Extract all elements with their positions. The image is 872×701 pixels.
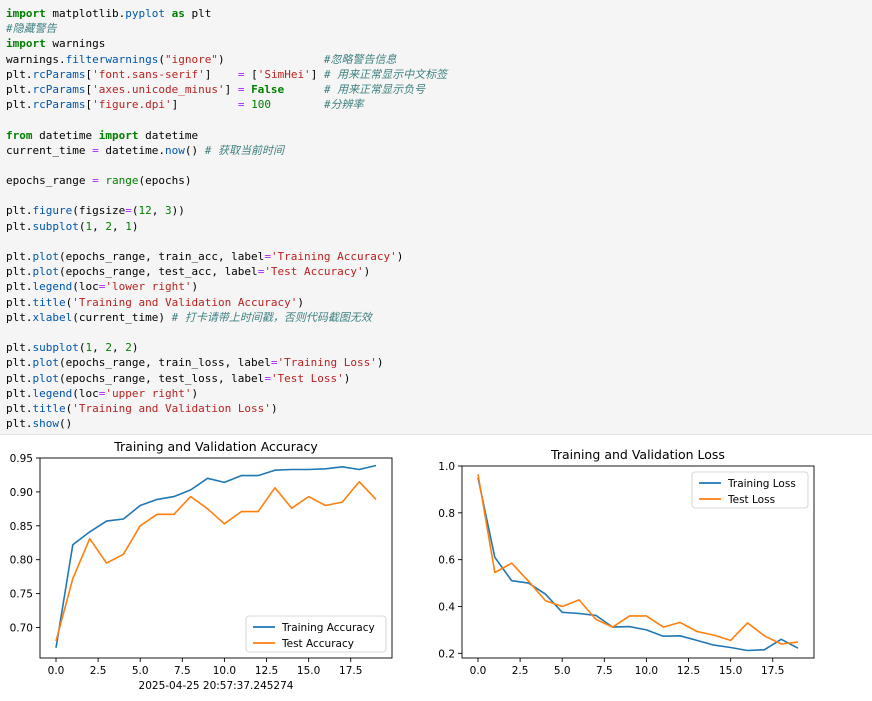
x-tick-label: 17.5 [761, 665, 784, 677]
x-tick-label: 5.0 [554, 665, 571, 677]
x-tick-label: 5.0 [132, 665, 149, 677]
legend-label: Training Loss [727, 478, 796, 490]
code-line: plt.subplot(1, 2, 1) [6, 219, 139, 233]
code-line: warnings.filterwarnings("ignore") #忽略警告信… [6, 52, 397, 66]
x-tick-label: 0.0 [470, 665, 487, 677]
x-tick-label: 0.0 [48, 665, 65, 677]
legend-box [245, 615, 387, 653]
code-line: plt.plot(epochs_range, train_acc, label=… [6, 250, 404, 263]
legend-label: Training Accuracy [281, 622, 375, 634]
code-line: plt.title('Training and Validation Accur… [6, 295, 305, 309]
code-line: plt.rcParams['axes.unicode_minus'] = Fal… [6, 82, 426, 96]
code-line: plt.xlabel(current_time) # 打卡请带上时间戳，否则代码… [6, 310, 372, 324]
y-tick-label: 0.80 [10, 555, 33, 567]
code-line: plt.title('Training and Validation Loss'… [6, 401, 278, 415]
chart-title: Training and Validation Accuracy [113, 439, 318, 454]
axes-frame [461, 465, 815, 659]
figure-output: Training and Validation Accuracy 0.0 2.5 5.… [0, 436, 872, 697]
y-tick-label: 0.2 [438, 648, 455, 660]
y-tick-label: 0.75 [10, 589, 33, 601]
x-tick-label: 10.0 [635, 665, 658, 677]
series-line-test-loss [477, 474, 799, 645]
code-line: plt.legend(loc='upper right') [6, 386, 199, 400]
x-tick-label: 7.5 [596, 665, 613, 677]
x-axis-label: 2025-04-25 20:57:37.245274 [139, 680, 294, 692]
code-line: ​ [6, 234, 872, 249]
code-line: plt.plot(epochs_range, test_loss, label=… [6, 371, 351, 385]
code-line: plt.rcParams['font.sans-serif'] = ['SimH… [6, 67, 448, 81]
x-tick-label: 12.5 [677, 665, 700, 677]
y-tick-label: 0.95 [10, 453, 33, 465]
code-line: #隐藏警告 [6, 22, 57, 36]
code-line: plt.show() [6, 417, 73, 431]
code-line: import matplotlib.pyplot as plt [6, 7, 212, 20]
code-line: ​ [6, 158, 872, 173]
y-tick-label: 1.0 [438, 461, 455, 473]
axes-frame [39, 457, 393, 659]
code-line: plt.plot(epochs_range, train_loss, label… [6, 356, 384, 370]
x-tick-label: 10.0 [213, 665, 236, 677]
x-tick-label: 17.5 [339, 665, 362, 677]
code-line: import warnings [6, 37, 106, 51]
series-line-test-accuracy [55, 480, 377, 642]
y-tick-label: 0.85 [10, 521, 33, 533]
code-line: plt.plot(epochs_range, test_acc, label='… [6, 265, 371, 279]
figure-svg: Training and Validation Accuracy 0.0 2.5 5.… [10, 439, 815, 692]
code-line: plt.rcParams['figure.dpi'] = 100 #分辨率 [6, 98, 364, 112]
chart-title: Training and Validation Loss [550, 447, 725, 462]
code-line: epochs_range = range(epochs) [6, 174, 192, 188]
code-line: ​ [6, 188, 872, 203]
code-line: ​ [6, 112, 872, 127]
code-cell[interactable]: import matplotlib.pyplot as plt #隐藏警告 impo… [0, 0, 872, 435]
y-tick-label: 0.8 [438, 508, 455, 520]
code-line: from datetime import datetime [6, 128, 199, 142]
y-tick-label: 0.6 [438, 555, 455, 567]
x-tick-label: 15.0 [297, 665, 320, 677]
x-tick-label: 15.0 [719, 665, 742, 677]
legend-label: Test Accuracy [281, 638, 354, 650]
series-line-training-accuracy [55, 464, 377, 648]
x-tick-label: 2.5 [512, 665, 529, 677]
code-line: ​ [6, 325, 872, 340]
code-line: current_time = datetime.now() # 获取当前时间 [6, 143, 284, 157]
x-tick-label: 7.5 [174, 665, 191, 677]
y-tick-label: 0.4 [438, 601, 455, 613]
y-tick-label: 0.90 [10, 487, 33, 499]
y-tick-label: 0.70 [10, 622, 33, 634]
code-line: plt.subplot(1, 2, 2) [6, 341, 139, 355]
x-tick-label: 12.5 [255, 665, 278, 677]
code-editor[interactable]: import matplotlib.pyplot as plt #隐藏警告 impo… [6, 6, 872, 431]
x-tick-label: 2.5 [90, 665, 107, 677]
code-line: plt.legend(loc='lower right') [6, 280, 199, 294]
code-line: plt.figure(figsize=(12, 3)) [6, 204, 185, 218]
legend-label: Test Loss [727, 494, 775, 506]
